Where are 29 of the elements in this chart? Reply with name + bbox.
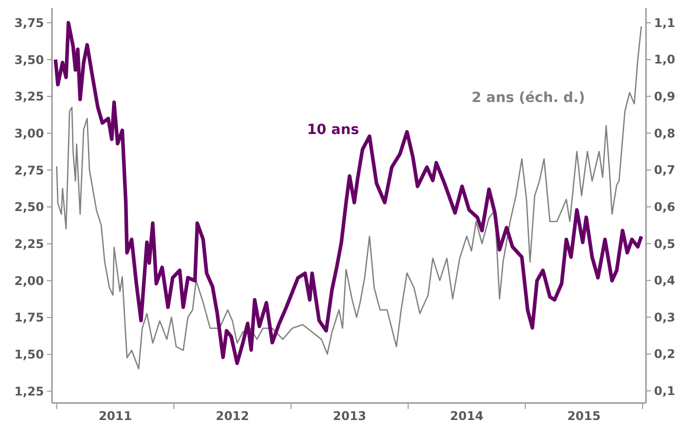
x-tick-label: 2012 (216, 409, 250, 423)
x-tick-label: 2011 (98, 409, 132, 423)
y2-tick-label: 0,2 (654, 347, 676, 362)
y2-tick-label: 0,4 (654, 274, 676, 288)
text: 2 ans (éch. d.) (472, 90, 585, 106)
y2-tick-label: 0,8 (654, 126, 676, 140)
y2-tick-label: 0,3 (654, 310, 676, 324)
y2-tick-label: 0,6 (654, 200, 676, 214)
series-label: 10 ans (306, 122, 360, 138)
y2-tick-label: 0,7 (654, 163, 676, 178)
y-tick-label: 2,50 (14, 200, 44, 214)
y2-tick-label: 0,5 (654, 236, 676, 251)
x-tick-label: 2013 (332, 409, 366, 423)
y-tick-label: 1,25 (14, 384, 44, 398)
y-tick-label: 3,00 (14, 126, 44, 140)
y2-tick-label: 1,0 (654, 52, 676, 67)
y-tick-label: 2,00 (14, 274, 44, 288)
y-tick-label: 1,75 (14, 310, 44, 325)
y2-tick-label: 1,1 (654, 16, 676, 30)
y2-tick-label: 0,9 (654, 90, 676, 104)
y-tick-label: 3,50 (14, 52, 44, 67)
x-tick-label: 2014 (450, 409, 484, 423)
y2-tick-label: 0,1 (654, 384, 676, 398)
y-tick-label: 3,25 (14, 90, 44, 104)
y-tick-label: 1,50 (14, 348, 44, 362)
y-tick-label: 3,75 (14, 16, 44, 30)
y-tick-label: 2,25 (14, 237, 44, 252)
x-tick-label: 2015 (567, 409, 601, 423)
y-tick-label: 2,75 (14, 163, 44, 178)
